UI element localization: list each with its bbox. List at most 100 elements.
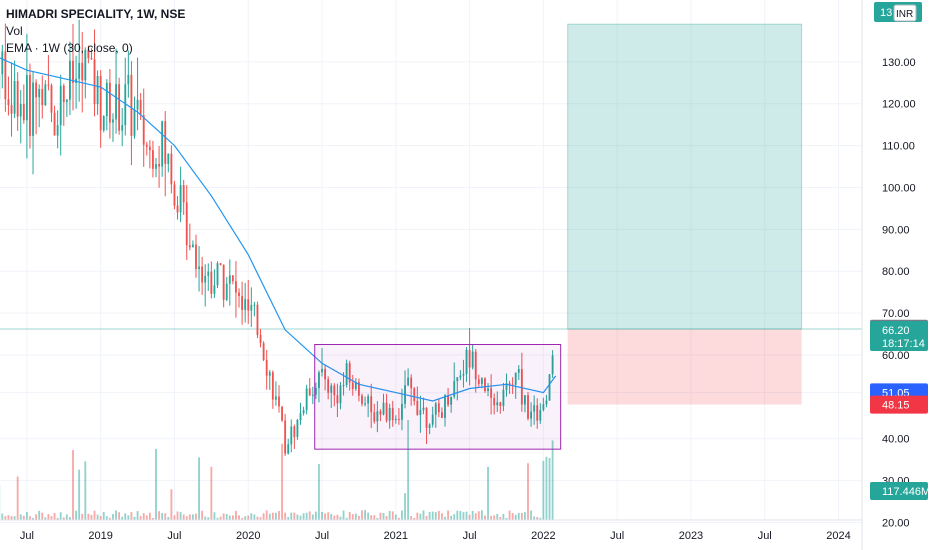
volume-bar xyxy=(361,510,363,520)
candle-body xyxy=(176,205,179,213)
volume-bar xyxy=(84,461,87,520)
price-tick-label: 20.00 xyxy=(882,517,910,529)
volume-bar xyxy=(302,513,305,520)
candle-body xyxy=(161,121,164,167)
volume-bar xyxy=(434,512,437,520)
candle-body xyxy=(256,304,259,336)
candle-body xyxy=(210,271,213,294)
candle-body xyxy=(219,263,222,266)
candle-body xyxy=(118,84,121,131)
volume-bar xyxy=(179,512,182,520)
candle-body xyxy=(44,84,47,106)
volume-bar xyxy=(281,443,283,520)
volume-bar xyxy=(112,514,114,520)
candle-body xyxy=(382,402,385,415)
price-badge-label: 66.20 xyxy=(882,325,910,337)
volume-bar xyxy=(188,514,191,520)
candle-body xyxy=(127,74,130,85)
candle-body xyxy=(444,395,446,418)
volume-bar xyxy=(357,515,360,520)
price-tick-label: 60.00 xyxy=(882,350,910,362)
candle-body xyxy=(318,372,320,388)
time-tick-label: Jul xyxy=(20,530,34,542)
volume-bar xyxy=(514,514,517,520)
candle-body xyxy=(170,153,173,185)
volume-bar xyxy=(299,515,302,520)
ema-line xyxy=(0,57,557,402)
volume-bar xyxy=(548,457,551,520)
candle-body xyxy=(502,389,505,406)
candle-body xyxy=(90,58,93,60)
legend-volume[interactable]: Vol xyxy=(6,24,23,38)
volume-bar xyxy=(517,512,520,520)
candle-body xyxy=(385,402,388,421)
position-zones xyxy=(0,23,862,405)
volume-bar xyxy=(465,511,468,520)
volume-bar xyxy=(99,515,102,520)
candle-body xyxy=(47,84,50,86)
candle-body xyxy=(480,378,483,384)
candle-body xyxy=(539,409,542,421)
volume-bar xyxy=(4,516,7,520)
volume-bar xyxy=(78,469,81,520)
ema-path xyxy=(0,57,557,402)
candle-body xyxy=(13,80,16,114)
volume-bar xyxy=(413,517,416,520)
candle-body xyxy=(376,411,379,422)
volume-bar xyxy=(115,510,117,520)
candle-body xyxy=(133,109,136,136)
legend-symbol-title[interactable]: HIMADRI SPECIALITY, 1W, NSE xyxy=(6,7,186,21)
legend-ema[interactable]: EMA · 1W (30, close, 0) xyxy=(6,41,133,55)
candle-body xyxy=(496,402,499,406)
candle-body xyxy=(216,263,219,286)
time-axis[interactable]: Jul 2019 Jul 2020 Jul 2021 Jul 2022 Jul 2023 Jul 20… xyxy=(0,519,862,542)
candle-body xyxy=(342,385,345,387)
candle-body xyxy=(38,89,41,98)
candle-body xyxy=(278,396,280,407)
volume-bar xyxy=(373,515,376,520)
volume-bar xyxy=(545,456,548,520)
candle-body xyxy=(25,75,28,121)
volume-bar xyxy=(44,517,47,520)
price-badge-label: 48.15 xyxy=(882,400,910,412)
candle-body xyxy=(551,355,554,375)
candle-body xyxy=(299,413,302,421)
volume-bar xyxy=(25,512,28,520)
target-price-label: 13 xyxy=(880,7,892,19)
volume-bar xyxy=(441,513,443,520)
volume-bar xyxy=(391,511,394,520)
candle-body xyxy=(204,275,207,283)
volume-bar xyxy=(444,516,446,520)
volume-bar xyxy=(182,514,185,520)
volume-bar xyxy=(87,513,90,520)
candle-body xyxy=(517,369,520,373)
volume-bar xyxy=(471,510,474,520)
candle-body xyxy=(10,105,13,114)
price-axis[interactable]: 20.0030.0040.0051.0060.0070.0080.0090.00… xyxy=(861,0,916,550)
candle-body xyxy=(281,406,283,421)
volume-bar xyxy=(228,515,231,520)
volume-bar xyxy=(142,513,145,520)
consolidation-box[interactable] xyxy=(314,343,562,450)
volume-bar xyxy=(330,513,333,520)
candle-body xyxy=(191,244,194,248)
volume-bar xyxy=(364,510,366,520)
candle-body xyxy=(213,285,216,294)
candle-body xyxy=(56,125,59,136)
volume-bar xyxy=(7,515,10,520)
candle-body xyxy=(198,266,200,270)
volume-bar xyxy=(102,512,105,520)
candle-body xyxy=(484,378,486,392)
candle-body xyxy=(401,403,403,420)
candle-body xyxy=(370,396,373,413)
volume-bar xyxy=(382,512,385,520)
volume-bar xyxy=(530,510,533,520)
candle-body xyxy=(336,395,339,404)
volume-bar xyxy=(118,512,121,520)
candle-body xyxy=(364,403,366,405)
volume-bar xyxy=(505,517,508,520)
candle-body xyxy=(422,407,425,410)
volume-bar xyxy=(127,515,130,520)
volume-bar xyxy=(259,517,262,520)
